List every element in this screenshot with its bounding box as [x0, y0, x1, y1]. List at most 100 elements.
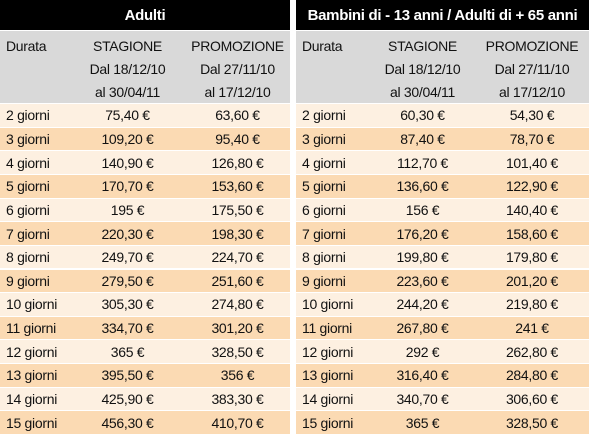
price: 170,70 € — [70, 174, 185, 199]
price: 87,40 € — [370, 127, 475, 152]
price: 156 € — [370, 198, 475, 223]
price: 383,30 € — [185, 387, 290, 412]
header-line: Dal 27/11/10 — [200, 61, 275, 77]
column-header: Durata — [0, 31, 70, 103]
duration: 11 giorni — [296, 316, 370, 341]
header-line: al 17/12/10 — [204, 84, 271, 100]
price: 112,70 € — [370, 151, 475, 175]
header-line: Dal 18/12/10 — [384, 61, 461, 77]
group-title: Bambini di - 13 anni / Adulti di + 65 an… — [296, 0, 589, 30]
price: 158,60 € — [475, 222, 589, 246]
price: 199,80 € — [370, 245, 475, 270]
price: 175,50 € — [185, 198, 290, 223]
price: 122,90 € — [475, 174, 589, 199]
header-line: PROMOZIONE — [485, 38, 579, 54]
price: 262,80 € — [475, 340, 589, 365]
price: 241 € — [475, 316, 589, 341]
duration: 14 giorni — [0, 387, 70, 412]
price: 395,50 € — [70, 364, 185, 388]
price: 198,30 € — [185, 222, 290, 246]
price: 220,30 € — [70, 222, 185, 246]
price: 328,50 € — [185, 340, 290, 365]
price: 316,40 € — [370, 364, 475, 388]
price: 274,80 € — [185, 293, 290, 317]
price: 244,20 € — [370, 293, 475, 317]
price: 425,90 € — [70, 387, 185, 412]
price: 267,80 € — [370, 316, 475, 341]
price: 328,50 € — [475, 411, 589, 435]
price: 54,30 € — [475, 104, 589, 128]
column-header: Durata — [296, 31, 370, 103]
price: 95,40 € — [185, 127, 290, 152]
price: 301,20 € — [185, 316, 290, 341]
price: 140,90 € — [70, 151, 185, 175]
duration: 3 giorni — [296, 127, 370, 152]
column-header: PROMOZIONE Dal 27/11/10 al 17/12/10 — [185, 31, 290, 103]
duration: 9 giorni — [296, 269, 370, 294]
duration: 4 giorni — [0, 151, 70, 175]
duration: 15 giorni — [296, 411, 370, 435]
price: 410,70 € — [185, 411, 290, 435]
duration: 5 giorni — [0, 174, 70, 199]
duration: 7 giorni — [296, 222, 370, 246]
header-line: al 17/12/10 — [499, 84, 565, 100]
duration: 13 giorni — [296, 364, 370, 388]
price: 176,20 € — [370, 222, 475, 246]
column-header: PROMOZIONE Dal 27/11/10 al 17/12/10 — [475, 31, 589, 103]
duration: 11 giorni — [0, 316, 70, 341]
price: 306,60 € — [475, 387, 589, 412]
duration: 13 giorni — [0, 364, 70, 388]
price: 340,70 € — [370, 387, 475, 412]
price: 223,60 € — [370, 269, 475, 294]
duration: 8 giorni — [0, 245, 70, 270]
duration: 2 giorni — [0, 104, 70, 128]
group-title: Adulti — [0, 0, 290, 30]
duration: 5 giorni — [296, 174, 370, 199]
price: 201,20 € — [475, 269, 589, 294]
header-line: STAGIONE — [388, 38, 457, 54]
price: 78,70 € — [475, 127, 589, 152]
duration: 10 giorni — [0, 293, 70, 317]
header-line: Durata — [302, 38, 343, 54]
price: 75,40 € — [70, 104, 185, 128]
price: 279,50 € — [70, 269, 185, 294]
price: 136,60 € — [370, 174, 475, 199]
duration: 8 giorni — [296, 245, 370, 270]
price: 456,30 € — [70, 411, 185, 435]
header-line: Durata — [6, 38, 47, 54]
duration: 12 giorni — [0, 340, 70, 365]
header-line: al 30/04/11 — [390, 84, 455, 100]
duration: 7 giorni — [0, 222, 70, 246]
column-header: STAGIONE Dal 18/12/10 al 30/04/11 — [370, 31, 475, 103]
duration: 12 giorni — [296, 340, 370, 365]
header-line: PROMOZIONE — [191, 38, 284, 54]
duration: 9 giorni — [0, 269, 70, 294]
duration: 2 giorni — [296, 104, 370, 128]
price: 251,60 € — [185, 269, 290, 294]
duration: 6 giorni — [0, 198, 70, 223]
duration: 6 giorni — [296, 198, 370, 223]
price: 109,20 € — [70, 127, 185, 152]
price: 140,40 € — [475, 198, 589, 223]
duration: 15 giorni — [0, 411, 70, 435]
price: 126,80 € — [185, 151, 290, 175]
price: 101,40 € — [475, 151, 589, 175]
header-line: Dal 18/12/10 — [89, 61, 166, 77]
column-header: STAGIONE Dal 18/12/10 al 30/04/11 — [70, 31, 185, 103]
price: 219,80 € — [475, 293, 589, 317]
header-line: STAGIONE — [93, 38, 162, 54]
price: 284,80 € — [475, 364, 589, 388]
price: 63,60 € — [185, 104, 290, 128]
price: 365 € — [370, 411, 475, 435]
duration: 10 giorni — [296, 293, 370, 317]
duration: 3 giorni — [0, 127, 70, 152]
header-line: Dal 27/11/10 — [494, 61, 570, 77]
header-line: al 30/04/11 — [95, 84, 160, 100]
duration: 4 giorni — [296, 151, 370, 175]
price: 334,70 € — [70, 316, 185, 341]
duration: 14 giorni — [296, 387, 370, 412]
price: 195 € — [70, 198, 185, 223]
price: 356 € — [185, 364, 290, 388]
price: 249,70 € — [70, 245, 185, 270]
